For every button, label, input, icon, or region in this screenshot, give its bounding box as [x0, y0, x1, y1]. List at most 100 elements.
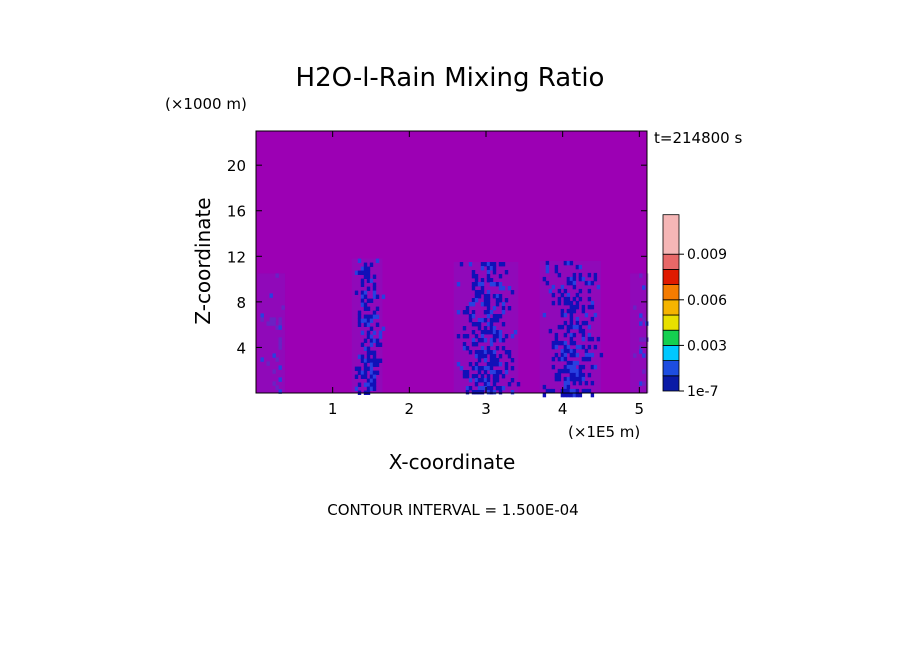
rain-cell	[578, 288, 583, 294]
rain-cell	[465, 374, 470, 379]
rain-cell	[554, 336, 559, 342]
rain-cell	[471, 322, 476, 327]
rain-cell	[642, 337, 646, 342]
rain-cell	[468, 362, 473, 367]
rain-cell	[486, 270, 491, 275]
rain-cell	[563, 320, 568, 326]
rain-cell	[375, 322, 380, 327]
rain-cell	[587, 356, 592, 362]
rain-cell	[369, 314, 374, 319]
rain-cell	[492, 370, 497, 375]
rain-cell	[480, 334, 485, 339]
rain-cell	[471, 314, 476, 319]
rain-cell	[498, 390, 503, 395]
rain-cell	[483, 298, 488, 303]
rain-cell	[578, 372, 583, 378]
rain-cell	[572, 360, 577, 366]
rain-cell	[278, 337, 282, 342]
rain-cell	[501, 322, 506, 327]
rain-cell	[366, 298, 371, 303]
rain-cell	[272, 381, 276, 386]
rain-cell	[489, 386, 494, 391]
rain-cell	[372, 314, 377, 319]
rain-cell	[492, 294, 497, 299]
colorbar-segment	[662, 268, 680, 285]
rain-cell	[486, 390, 491, 395]
rain-cell	[489, 282, 494, 287]
rain-cell	[572, 304, 577, 310]
rain-cell	[468, 350, 473, 355]
rain-cell	[372, 310, 377, 315]
rain-cell	[459, 262, 464, 267]
rain-cell	[593, 312, 598, 318]
rain-cell	[486, 330, 491, 335]
rain-cell	[486, 314, 491, 319]
rain-cell	[581, 364, 586, 370]
rain-cell	[357, 258, 362, 263]
y-axis-label: Z-coordinate	[191, 197, 215, 324]
rain-cell	[372, 330, 377, 335]
rain-cell	[563, 300, 568, 306]
rain-cell	[542, 384, 547, 390]
rain-cell	[566, 324, 571, 330]
rain-cell	[572, 392, 577, 398]
rain-cell	[474, 290, 479, 295]
rain-cell	[483, 294, 488, 299]
rain-cell	[375, 370, 380, 375]
rain-cell	[642, 353, 646, 358]
x-tick-label: 5	[635, 400, 645, 418]
rain-cell	[489, 266, 494, 271]
rain-cell	[563, 352, 568, 358]
rain-column-0	[257, 273, 286, 393]
rain-cell	[372, 290, 377, 295]
rain-cell	[474, 322, 479, 327]
rain-cell	[471, 338, 476, 343]
rain-cell	[468, 378, 473, 383]
rain-cell	[381, 294, 386, 299]
colorbar-segment	[662, 214, 680, 255]
rain-cell	[480, 338, 485, 343]
rain-cell	[375, 306, 380, 311]
rain-cell	[569, 352, 574, 358]
rain-cell	[566, 328, 571, 334]
rain-cell	[498, 330, 503, 335]
rain-cell	[477, 326, 482, 331]
colorbar-segment	[662, 360, 680, 377]
rain-cell	[260, 313, 264, 318]
rain-cell	[366, 334, 371, 339]
rain-cell	[560, 292, 565, 298]
colorbar-segment	[662, 314, 680, 331]
rain-cell	[566, 276, 571, 282]
rain-cell	[471, 286, 476, 291]
rain-cell	[375, 342, 380, 347]
rain-cell	[590, 364, 595, 370]
rain-cell	[575, 316, 580, 322]
rain-cell	[575, 292, 580, 298]
rain-cell	[465, 334, 470, 339]
rain-cell	[578, 296, 583, 302]
y-unit-label: (×1000 m)	[165, 95, 247, 113]
rain-cell	[465, 346, 470, 351]
rain-cell	[369, 378, 374, 383]
rain-cell	[363, 366, 368, 371]
rain-cell	[489, 342, 494, 347]
rain-cell	[465, 310, 470, 315]
rain-cell	[492, 282, 497, 287]
rain-cell	[587, 324, 592, 330]
rain-cell	[587, 336, 592, 342]
rain-cell	[492, 270, 497, 275]
rain-cell	[590, 304, 595, 310]
rain-cell	[486, 366, 491, 371]
rain-cell	[468, 314, 473, 319]
rain-cell	[504, 370, 509, 375]
rain-cell	[563, 296, 568, 302]
rain-cell	[363, 274, 368, 279]
x-axis-label: X-coordinate	[389, 450, 516, 474]
rain-cell	[587, 288, 592, 294]
rain-cell	[480, 278, 485, 283]
rain-cell	[581, 336, 586, 342]
rain-cell	[593, 276, 598, 282]
rain-cell	[456, 282, 461, 287]
rain-cell	[554, 372, 559, 378]
